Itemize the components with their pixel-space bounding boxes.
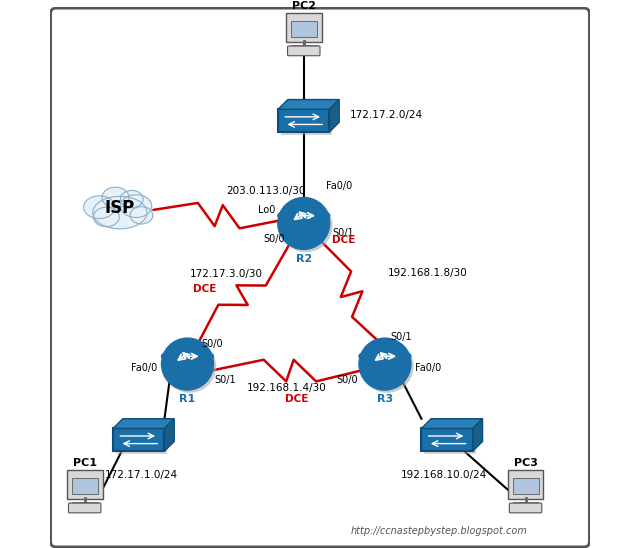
FancyBboxPatch shape [116, 431, 167, 454]
Ellipse shape [120, 190, 143, 208]
Text: S0/0: S0/0 [264, 234, 285, 244]
FancyBboxPatch shape [68, 503, 101, 513]
Polygon shape [164, 419, 174, 451]
FancyBboxPatch shape [291, 21, 317, 37]
Ellipse shape [93, 207, 119, 227]
Text: 192.168.1.8/30: 192.168.1.8/30 [388, 268, 468, 278]
FancyBboxPatch shape [286, 13, 322, 42]
Polygon shape [330, 100, 339, 132]
FancyBboxPatch shape [509, 503, 542, 513]
Text: S0/1: S0/1 [390, 332, 412, 342]
Polygon shape [421, 419, 483, 429]
Circle shape [161, 338, 213, 390]
Ellipse shape [130, 207, 153, 224]
FancyBboxPatch shape [513, 478, 538, 494]
Circle shape [164, 340, 216, 392]
Ellipse shape [161, 349, 213, 363]
Ellipse shape [102, 187, 129, 208]
Text: Fa0/0: Fa0/0 [326, 180, 353, 191]
Text: Fa0/0: Fa0/0 [415, 363, 442, 373]
Text: 172.17.1.0/24: 172.17.1.0/24 [105, 470, 178, 480]
Text: R2: R2 [296, 254, 312, 264]
Text: S0/1: S0/1 [332, 227, 354, 237]
FancyBboxPatch shape [278, 109, 330, 132]
Circle shape [278, 197, 330, 249]
Text: 203.0.113.0/30: 203.0.113.0/30 [227, 186, 306, 196]
FancyBboxPatch shape [287, 46, 320, 56]
Text: 192.168.1.4/30: 192.168.1.4/30 [246, 383, 326, 393]
Text: S0/0: S0/0 [337, 375, 358, 385]
Text: PC2: PC2 [292, 1, 316, 11]
FancyBboxPatch shape [424, 431, 476, 454]
Text: 192.168.10.0/24: 192.168.10.0/24 [401, 470, 488, 480]
Ellipse shape [84, 196, 115, 219]
FancyBboxPatch shape [113, 429, 164, 451]
Polygon shape [113, 419, 174, 429]
Text: DCE: DCE [193, 284, 216, 294]
Text: R1: R1 [179, 395, 196, 404]
Text: DCE: DCE [332, 235, 356, 244]
Polygon shape [278, 100, 339, 109]
FancyBboxPatch shape [508, 470, 543, 499]
Text: Lo0: Lo0 [258, 205, 275, 215]
FancyBboxPatch shape [67, 470, 102, 499]
FancyBboxPatch shape [281, 112, 332, 135]
Text: S0/1: S0/1 [214, 375, 236, 385]
Circle shape [361, 340, 413, 392]
Text: http://ccnastepbystep.blogspot.com: http://ccnastepbystep.blogspot.com [351, 526, 527, 536]
FancyBboxPatch shape [51, 8, 589, 547]
Text: DCE: DCE [285, 393, 308, 404]
Text: PC3: PC3 [514, 458, 538, 468]
Circle shape [359, 338, 411, 390]
Ellipse shape [120, 195, 152, 218]
Ellipse shape [278, 208, 330, 223]
Text: S0/0: S0/0 [202, 339, 223, 349]
Text: Fa0/0: Fa0/0 [131, 363, 157, 373]
Text: PC1: PC1 [73, 458, 97, 468]
Text: 172.17.2.0/24: 172.17.2.0/24 [349, 110, 423, 120]
FancyBboxPatch shape [421, 429, 473, 451]
FancyBboxPatch shape [72, 478, 98, 494]
Ellipse shape [359, 349, 411, 363]
Text: 172.17.3.0/30: 172.17.3.0/30 [190, 269, 263, 279]
Text: ISP: ISP [105, 199, 135, 217]
Circle shape [280, 199, 332, 252]
Ellipse shape [93, 196, 147, 229]
Text: R3: R3 [377, 395, 393, 404]
Polygon shape [473, 419, 483, 451]
